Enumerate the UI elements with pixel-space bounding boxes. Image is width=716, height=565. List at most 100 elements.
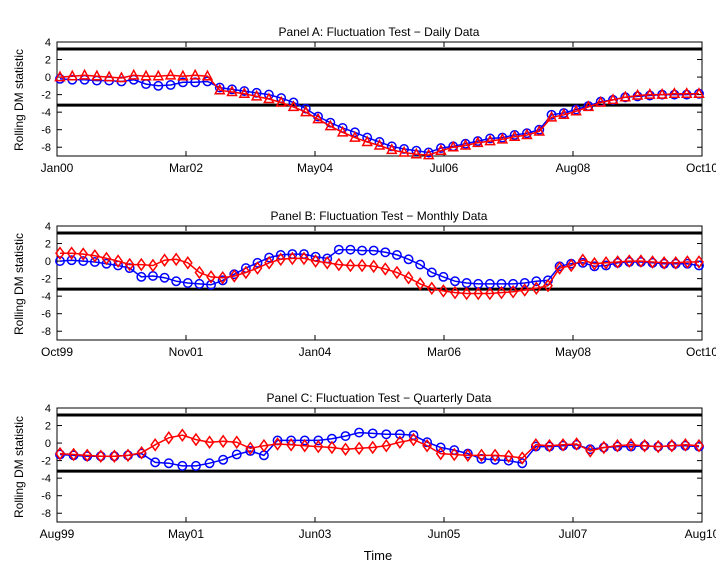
panel-a-ytick-label: -2	[41, 90, 51, 102]
panel-c-series-1-marker	[340, 431, 351, 442]
panel-b-xtick-label: Oct99	[41, 345, 73, 359]
panel-b-series-2-marker	[287, 251, 298, 266]
panel-c-series-1-marker	[231, 449, 242, 460]
panel-c-series-1-marker	[299, 435, 310, 446]
panel-b-series-2-marker	[461, 286, 472, 301]
panel-b-series-2-marker	[55, 246, 65, 260]
panel-c-series-1-marker	[313, 435, 324, 446]
panel-b-series-2-marker	[136, 257, 147, 272]
panel-a-xtick-label: Aug08	[556, 161, 591, 175]
panel-b-series-2-marker	[543, 278, 553, 293]
panel-a-ytick-label: 2	[45, 55, 51, 67]
panel-b-series-1-marker	[368, 245, 379, 256]
panel-a-series-2-marker	[422, 148, 435, 160]
panel-a-series-2-marker	[263, 92, 275, 104]
panel-b-series-1-marker	[159, 272, 170, 283]
panel-b-series-1-marker	[438, 271, 449, 282]
panel-a: Panel A: Fluctuation Test − Daily Data R…	[12, 25, 716, 175]
panel-c-xtick-label: Aug10	[685, 527, 716, 541]
panel-c-series-1-marker	[394, 429, 405, 440]
panel-b-xtick-label: Nov01	[169, 345, 204, 359]
panel-b-series-1-marker	[426, 267, 437, 278]
panel-c-title: Panel C: Fluctuation Test − Quarterly Da…	[267, 391, 492, 405]
panel-c-plot-area: 4 2 0 -2 -4 -6 -8 Aug99 May01 Jun03 Jun05 Jul07 Aug1…	[40, 403, 716, 541]
panel-a-series-2-marker	[607, 93, 619, 105]
panel-a-series-2-marker	[582, 100, 595, 112]
panel-b-series-2-marker	[89, 249, 100, 263]
panel-b-xtick-label: Oct10	[686, 345, 716, 359]
panel-a-series-2-marker	[668, 87, 681, 98]
panel-c-series-2-marker	[381, 438, 392, 453]
x-axis-label: Time	[364, 548, 392, 563]
panel-b-series-2-marker	[322, 256, 333, 270]
panel-b-xtick-label: May08	[555, 345, 591, 359]
panel-c-series-2-marker	[272, 437, 283, 451]
panel-b-series-1-marker	[391, 249, 402, 260]
panel-a-series-2-marker	[115, 71, 128, 83]
panel-c-series-1-marker	[367, 428, 378, 439]
panel-a-ytick-label: -8	[41, 142, 51, 154]
panel-c-series-2-marker	[680, 438, 691, 452]
panel-a-series-2-marker	[644, 88, 656, 99]
panel-b-series-2-marker	[624, 254, 635, 268]
panel-c-series-2-marker	[639, 438, 650, 453]
panel-c-series-2-marker	[367, 440, 378, 455]
panel-a-axes-box	[56, 41, 703, 157]
panel-a-series-2-marker	[447, 140, 459, 152]
panel-a-series-1-marker	[177, 77, 188, 88]
panel-a-series-2-marker	[594, 95, 607, 107]
panel-a-series-2-marker	[435, 144, 447, 155]
panel-b-ylabel: Rolling DM statistic	[12, 233, 26, 335]
panel-b-series-1-marker	[252, 257, 263, 268]
panel-c-series-2-marker	[354, 441, 365, 456]
panel-b-series-1-marker	[55, 256, 65, 267]
panel-b-series-1-marker	[508, 278, 519, 289]
panel-b-series-2-marker	[299, 251, 309, 266]
panel-c-series-2-marker	[136, 445, 147, 460]
panel-c-series-2-marker	[517, 451, 528, 465]
panel-c-series-2-marker	[286, 438, 297, 452]
panel-c-series-2-marker	[422, 438, 433, 453]
panel-c-series-2-marker	[313, 439, 324, 454]
panel-a-series-2-marker	[521, 128, 533, 140]
panel-a-series-2-marker	[66, 69, 79, 81]
panel-c-ytick-label: 2	[45, 421, 51, 433]
panel-c-series-2-marker	[245, 441, 256, 456]
panel-a-series-2-marker	[680, 87, 693, 98]
panel-c-series-2-marker	[68, 447, 79, 462]
panel-c-series-2-marker	[299, 438, 310, 453]
panel-b-axes-box	[56, 225, 703, 341]
panel-c-xtick-label: Jun05	[428, 527, 461, 541]
panel-b-series-2-marker	[345, 258, 356, 273]
panel-b-series-1-marker	[89, 257, 100, 267]
panel-c-xtick-label: Jun03	[299, 527, 332, 541]
panel-b-series-1-marker	[415, 259, 426, 270]
panel-b-series-1-marker	[264, 252, 275, 263]
panel-b-series-1-marker	[345, 244, 356, 255]
panel-a-series-2-marker	[398, 145, 410, 157]
panel-b-series-2-marker	[101, 251, 112, 266]
panel-a-xtick-label: Oct10	[686, 161, 716, 175]
panel-b-series-2-marker	[670, 256, 681, 270]
panel-c-series-2-marker	[55, 446, 65, 461]
panel-a-series-2-marker	[533, 124, 545, 136]
panel-b-series-1-marker	[78, 256, 89, 267]
panel-b-series-2-marker	[310, 254, 321, 268]
panel-a-series-2-marker	[324, 119, 337, 131]
panel-b-plot-area: 4 2 0 -2 -4 -6 -8 Oct99 Nov01 Jan04 Mar06 May08 Oct1…	[41, 221, 716, 359]
panel-a-series-2-marker	[238, 87, 251, 98]
panel-a-series-1-marker	[153, 80, 164, 91]
panel-a-series-2-marker	[300, 105, 312, 117]
panel-c-series-2-marker	[95, 449, 106, 464]
panel-b-series-1-marker	[206, 279, 216, 290]
panel-b-series-2-marker	[659, 256, 670, 270]
panel-a-series-2-marker	[91, 69, 103, 81]
panel-c-xtick-label: Aug99	[40, 527, 75, 541]
panel-c-series-2-marker	[571, 437, 582, 451]
panel-a-series-2-marker	[103, 70, 115, 82]
panel-b-series-2-marker	[508, 284, 519, 299]
panel-b-series-2-marker	[380, 262, 391, 276]
panel-b-series-1-marker	[136, 271, 147, 282]
panel-b-series-2-marker	[66, 246, 77, 260]
panel-a-series-2-marker	[336, 125, 349, 137]
